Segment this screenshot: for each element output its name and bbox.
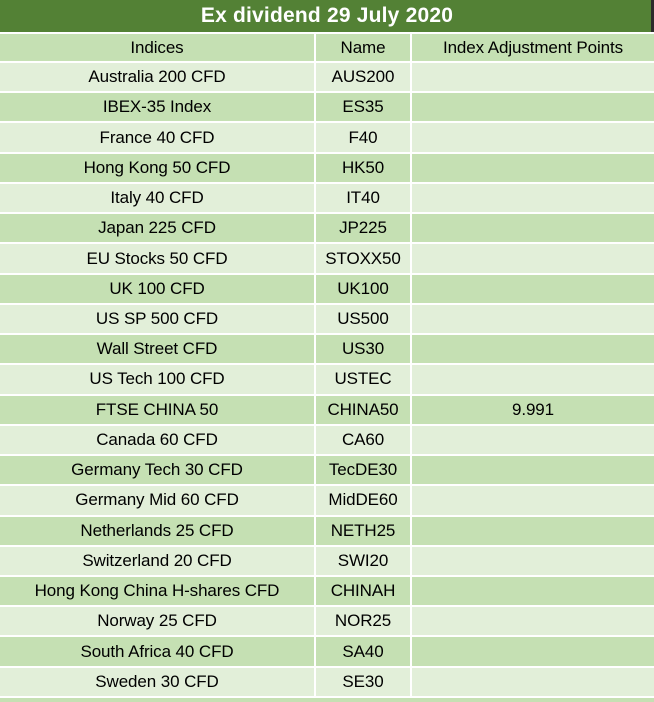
table-row: EU Stocks 50 CFD STOXX50	[0, 244, 654, 273]
title-right-edge-artifact	[651, 0, 654, 32]
cell-name: SA40	[316, 637, 410, 666]
cell-adjustment-points	[412, 607, 654, 636]
cell-adjustment-points	[412, 335, 654, 364]
cell-name: SWI20	[316, 546, 410, 575]
cell-name: CHINA50	[316, 395, 410, 424]
cell-adjustment-points	[412, 274, 654, 303]
cell-indices: Hong Kong China H-shares CFD	[0, 576, 314, 606]
cell-indices: Canada 60 CFD	[0, 425, 314, 455]
table-row: Netherlands 25 CFD NETH25	[0, 516, 654, 545]
cell-name: CA60	[316, 425, 410, 455]
cell-adjustment-points	[412, 365, 654, 394]
cell-name: IT40	[316, 183, 410, 213]
table-row: US Tech 100 CFD USTEC	[0, 365, 654, 394]
table-row: Sweden 30 CFD SE30	[0, 667, 654, 696]
cell-name: STOXX50	[316, 244, 410, 273]
cell-indices: UK 100 CFD	[0, 274, 314, 303]
cell-name: CHINAH	[316, 576, 410, 606]
cell-adjustment-points	[412, 93, 654, 122]
cell-name: HK50	[316, 153, 410, 182]
cell-adjustment-points	[412, 637, 654, 666]
cell-indices: Wall Street CFD	[0, 335, 314, 364]
cell-adjustment-points	[412, 244, 654, 273]
table-row: Wall Street CFD US30	[0, 335, 654, 364]
cell-indices: US SP 500 CFD	[0, 304, 314, 334]
cell-adjustment-points	[412, 425, 654, 455]
cell-name: US30	[316, 335, 410, 364]
cell-adjustment-points	[412, 667, 654, 696]
table-row: Norway 25 CFD NOR25	[0, 607, 654, 636]
cell-name: JP225	[316, 214, 410, 243]
cell-adjustment-points	[412, 63, 654, 92]
table-row: South Africa 40 CFD SA40	[0, 637, 654, 666]
cell-indices: Australia 200 CFD	[0, 63, 314, 92]
column-header-name: Name	[316, 34, 410, 61]
table-row: UK 100 CFD UK100	[0, 274, 654, 303]
column-header-adjustment-points: Index Adjustment Points	[412, 34, 654, 61]
table-row: Italy 40 CFD IT40	[0, 183, 654, 213]
table-row: Australia 200 CFD AUS200	[0, 63, 654, 92]
table-title: Ex dividend 29 July 2020	[200, 4, 454, 27]
table-row: Germany Tech 30 CFD TecDE30	[0, 456, 654, 485]
cell-name: ES35	[316, 93, 410, 122]
cell-indices: Germany Mid 60 CFD	[0, 486, 314, 515]
cell-indices: Italy 40 CFD	[0, 183, 314, 213]
table-title-bar: Ex dividend 29 July 2020	[0, 0, 654, 32]
cell-name: NETH25	[316, 516, 410, 545]
cell-indices: Norway 25 CFD	[0, 607, 314, 636]
cell-indices: South Africa 40 CFD	[0, 637, 314, 666]
cell-indices: US Tech 100 CFD	[0, 365, 314, 394]
table-row: Hong Kong 50 CFD HK50	[0, 153, 654, 182]
cell-adjustment-points	[412, 123, 654, 152]
cell-name: US500	[316, 304, 410, 334]
cell-adjustment-points	[412, 214, 654, 243]
table-row: France 40 CFD F40	[0, 123, 654, 152]
partial-next-row	[0, 697, 654, 702]
cell-adjustment-points	[412, 546, 654, 575]
table-row: US SP 500 CFD US500	[0, 304, 654, 334]
cell-indices: IBEX-35 Index	[0, 93, 314, 122]
table-row: FTSE CHINA 50 CHINA50 9.991	[0, 395, 654, 424]
cell-name: UK100	[316, 274, 410, 303]
cell-adjustment-points	[412, 516, 654, 545]
column-header-row: Indices Name Index Adjustment Points	[0, 34, 654, 61]
cell-indices: Germany Tech 30 CFD	[0, 456, 314, 485]
cell-adjustment-points	[412, 183, 654, 213]
cell-indices: Switzerland 20 CFD	[0, 546, 314, 575]
cell-name: TecDE30	[316, 456, 410, 485]
cell-indices: France 40 CFD	[0, 123, 314, 152]
table-row: IBEX-35 Index ES35	[0, 93, 654, 122]
cell-adjustment-points	[412, 486, 654, 515]
cell-name: AUS200	[316, 63, 410, 92]
table-row: Switzerland 20 CFD SWI20	[0, 546, 654, 575]
column-header-indices: Indices	[0, 34, 314, 61]
cell-adjustment-points	[412, 456, 654, 485]
cell-name: MidDE60	[316, 486, 410, 515]
cell-adjustment-points	[412, 576, 654, 606]
cell-indices: FTSE CHINA 50	[0, 395, 314, 424]
cell-name: SE30	[316, 667, 410, 696]
cell-indices: Netherlands 25 CFD	[0, 516, 314, 545]
cell-adjustment-points	[412, 304, 654, 334]
table-row: Hong Kong China H-shares CFD CHINAH	[0, 576, 654, 606]
cell-adjustment-points: 9.991	[412, 395, 654, 424]
cell-indices: Sweden 30 CFD	[0, 667, 314, 696]
cell-indices: EU Stocks 50 CFD	[0, 244, 314, 273]
table-row: Japan 225 CFD JP225	[0, 214, 654, 243]
cell-indices: Japan 225 CFD	[0, 214, 314, 243]
cell-name: NOR25	[316, 607, 410, 636]
cell-name: F40	[316, 123, 410, 152]
cell-adjustment-points	[412, 153, 654, 182]
table-row: Germany Mid 60 CFD MidDE60	[0, 486, 654, 515]
cell-indices: Hong Kong 50 CFD	[0, 153, 314, 182]
cell-name: USTEC	[316, 365, 410, 394]
table-row: Canada 60 CFD CA60	[0, 425, 654, 455]
